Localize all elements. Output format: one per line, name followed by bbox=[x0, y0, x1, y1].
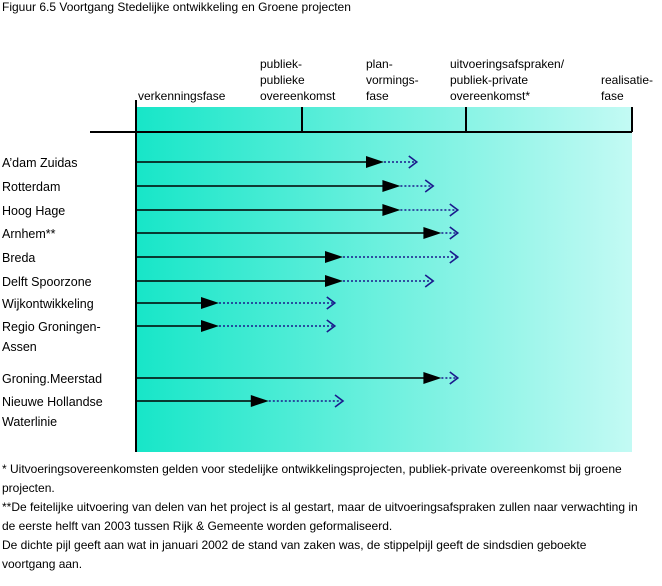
row-label: A’dam Zuidas bbox=[2, 156, 78, 170]
row-label: Breda bbox=[2, 251, 35, 265]
dotted-arrow-head bbox=[408, 155, 419, 169]
phase-background bbox=[136, 107, 632, 452]
row-label: Wijkontwikkeling bbox=[2, 297, 94, 311]
dotted-arrow-head bbox=[449, 203, 460, 217]
solid-arrow-head bbox=[382, 180, 401, 192]
row-label: Delft Spoorzone bbox=[2, 275, 92, 289]
solid-arrow-head bbox=[325, 251, 343, 263]
dotted-arrow-head bbox=[334, 394, 345, 408]
solid-arrow-head bbox=[250, 395, 269, 407]
dotted-arrow-head bbox=[449, 226, 460, 240]
phase-label: verkenningsfase bbox=[138, 89, 226, 103]
solid-arrow-head bbox=[325, 275, 343, 287]
footnote-arnhem: **De feitelijke uitvoering van delen van… bbox=[2, 500, 638, 533]
row-label: Groning.Meerstad bbox=[2, 372, 102, 386]
phase-label: realisatie-fase bbox=[601, 73, 653, 103]
row-label: Arnhem** bbox=[2, 227, 56, 241]
solid-arrow-head bbox=[201, 320, 219, 332]
footnote-phase: * Uitvoeringsovereenkomsten gelden voor … bbox=[2, 462, 622, 495]
row-label: Nieuwe Hollandse Waterlinie bbox=[2, 395, 103, 429]
dotted-arrow-head bbox=[326, 319, 337, 333]
solid-arrow-head bbox=[423, 227, 442, 239]
solid-arrow-head bbox=[382, 204, 401, 216]
phase-label: plan-vormings-fase bbox=[366, 57, 419, 103]
dotted-arrow-head bbox=[424, 179, 435, 193]
row-label: Regio Groningen-Assen bbox=[2, 320, 101, 354]
footnotes: * Uitvoeringsovereenkomsten gelden voor … bbox=[2, 460, 642, 574]
dotted-arrow-head bbox=[449, 371, 460, 385]
phase-label: publiek-publieke overeenkomst bbox=[260, 57, 336, 103]
solid-arrow-head bbox=[366, 156, 384, 168]
dotted-arrow-head bbox=[424, 274, 435, 288]
row-label: Rotterdam bbox=[2, 180, 60, 194]
row-label: Hoog Hage bbox=[2, 204, 65, 218]
figure-title: Figuur 6.5 Voortgang Stedelijke ontwikke… bbox=[2, 0, 351, 14]
solid-arrow-head bbox=[423, 372, 442, 384]
progress-chart: verkenningsfase publiek-publieke overeenko… bbox=[2, 57, 653, 452]
dotted-arrow-head bbox=[449, 250, 460, 264]
solid-arrow-head bbox=[201, 297, 219, 309]
phase-label: uitvoeringsafspraken/publiek-private over… bbox=[450, 57, 565, 103]
footnote-arrows-legend: De dichte pijl geeft aan wat in januari … bbox=[2, 538, 587, 571]
dotted-arrow-head bbox=[326, 296, 337, 310]
